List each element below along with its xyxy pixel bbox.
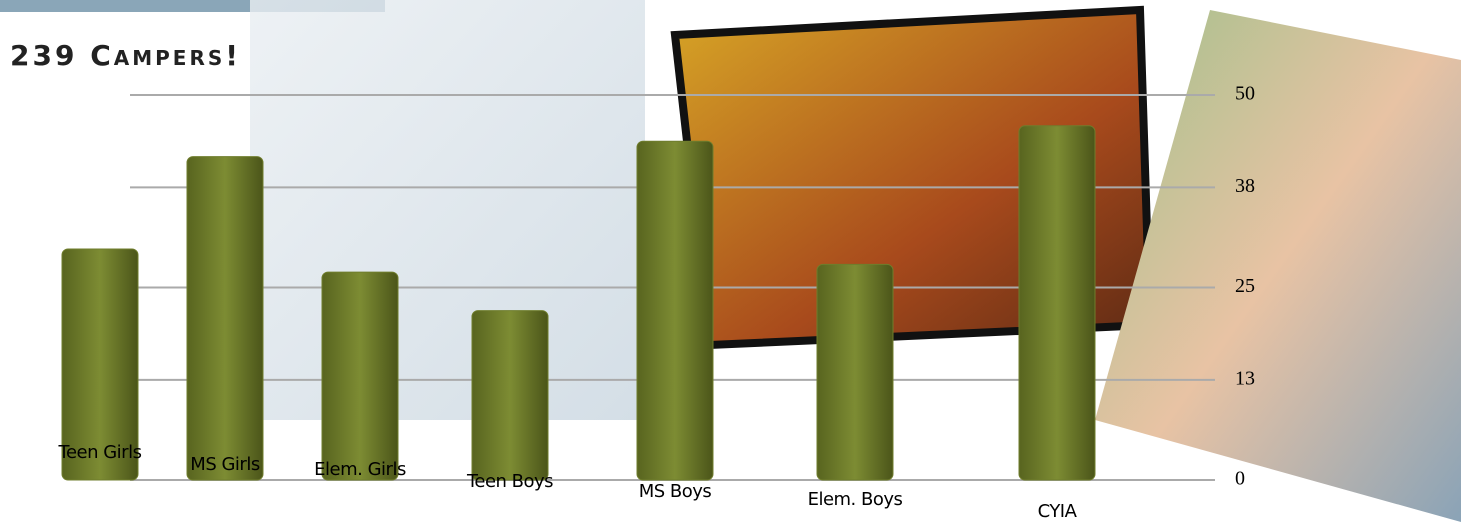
x-tick-label: CYIA — [1038, 501, 1078, 522]
bar — [187, 157, 263, 480]
x-tick-label: Teen Boys — [466, 471, 553, 492]
y-tick-label: 38 — [1235, 175, 1255, 197]
y-tick-label: 25 — [1235, 275, 1255, 297]
bar — [322, 272, 398, 480]
y-tick-label: 0 — [1235, 468, 1245, 490]
x-tick-label: Elem. Girls — [314, 459, 406, 480]
photo-boy — [1095, 10, 1461, 522]
photo-water — [250, 0, 645, 420]
chart-title: 239 Campers! — [10, 39, 241, 72]
x-tick-label: Teen Girls — [58, 442, 142, 463]
y-tick-label: 13 — [1235, 367, 1255, 389]
x-tick-label: MS Boys — [639, 481, 712, 502]
slide: 239 Campers! 0 13 25 38 50 Teen Girls MS Girls… — [0, 0, 1461, 522]
bar — [637, 141, 713, 480]
x-tick-label: Elem. Boys — [808, 489, 903, 510]
x-tick-label: MS Girls — [190, 454, 260, 475]
bar — [472, 311, 548, 480]
bar — [1019, 126, 1095, 480]
bar — [817, 264, 893, 480]
y-tick-label: 50 — [1235, 83, 1255, 105]
plot: 0 13 25 38 50 Teen Girls MS Girls Elem. Girls Te… — [58, 83, 1255, 522]
